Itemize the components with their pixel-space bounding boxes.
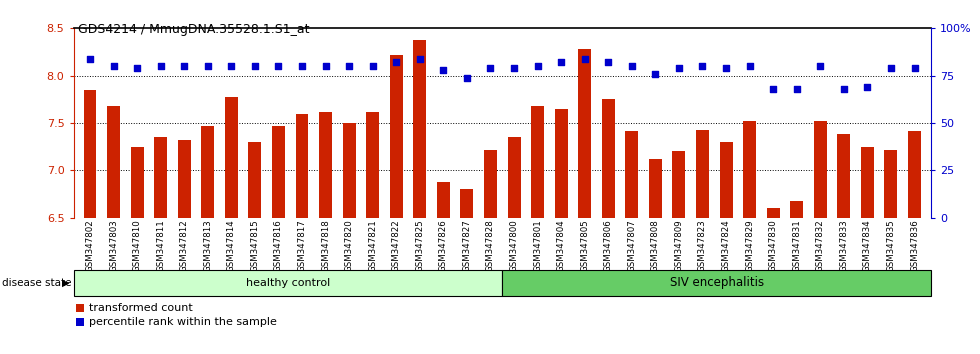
Text: SIV encephalitis: SIV encephalitis: [669, 276, 763, 289]
Text: GDS4214 / MmugDNA.35528.1.S1_at: GDS4214 / MmugDNA.35528.1.S1_at: [78, 23, 310, 36]
Bar: [766, 208, 780, 218]
Point: [106, 63, 122, 69]
Bar: [272, 126, 285, 218]
Bar: [76, 304, 84, 312]
Bar: [461, 189, 473, 218]
Point: [270, 63, 286, 69]
Bar: [224, 97, 238, 218]
Text: ▶: ▶: [62, 278, 70, 288]
Bar: [837, 135, 851, 218]
Bar: [296, 114, 309, 218]
Bar: [437, 182, 450, 218]
Bar: [508, 137, 520, 218]
Point: [812, 63, 828, 69]
Bar: [649, 159, 662, 218]
Bar: [130, 147, 144, 218]
Bar: [74, 270, 502, 296]
Bar: [885, 149, 898, 218]
Bar: [107, 106, 120, 218]
Text: transformed count: transformed count: [89, 303, 193, 313]
Point: [200, 63, 216, 69]
Point: [176, 63, 192, 69]
Point: [412, 56, 427, 62]
Point: [601, 59, 616, 65]
Point: [906, 65, 922, 71]
Point: [82, 56, 98, 62]
Bar: [908, 131, 921, 218]
Bar: [319, 112, 332, 218]
Point: [577, 56, 593, 62]
Point: [294, 63, 310, 69]
Bar: [719, 142, 732, 218]
Bar: [602, 99, 614, 218]
Bar: [248, 142, 262, 218]
Bar: [343, 123, 356, 218]
Point: [530, 63, 546, 69]
Point: [223, 63, 239, 69]
Bar: [696, 130, 709, 218]
Text: healthy control: healthy control: [246, 278, 330, 288]
Bar: [390, 55, 403, 218]
Point: [789, 86, 805, 92]
Bar: [672, 152, 685, 218]
Point: [883, 65, 899, 71]
Point: [341, 63, 357, 69]
Point: [624, 63, 640, 69]
Bar: [813, 121, 827, 218]
Point: [695, 63, 710, 69]
Bar: [201, 126, 215, 218]
Bar: [743, 121, 757, 218]
Text: disease state: disease state: [2, 278, 72, 288]
Point: [388, 59, 404, 65]
Point: [671, 65, 687, 71]
Bar: [531, 106, 544, 218]
Bar: [625, 131, 638, 218]
Bar: [484, 149, 497, 218]
Point: [836, 86, 852, 92]
Point: [765, 86, 781, 92]
Point: [365, 63, 380, 69]
Point: [153, 63, 169, 69]
Text: percentile rank within the sample: percentile rank within the sample: [89, 317, 277, 327]
Bar: [860, 147, 874, 218]
Point: [554, 59, 569, 65]
Point: [742, 63, 758, 69]
Point: [507, 65, 522, 71]
Bar: [578, 49, 591, 218]
Point: [718, 65, 734, 71]
Bar: [154, 137, 168, 218]
Point: [247, 63, 263, 69]
Point: [435, 67, 451, 73]
Point: [318, 63, 333, 69]
Point: [859, 84, 875, 90]
Bar: [414, 40, 426, 218]
Point: [129, 65, 145, 71]
Bar: [76, 318, 84, 326]
Bar: [367, 112, 379, 218]
Bar: [555, 109, 567, 218]
Point: [482, 65, 498, 71]
Point: [648, 71, 663, 76]
Bar: [790, 201, 804, 218]
Point: [459, 75, 474, 80]
Bar: [177, 140, 191, 218]
Bar: [83, 90, 96, 218]
Bar: [502, 270, 931, 296]
